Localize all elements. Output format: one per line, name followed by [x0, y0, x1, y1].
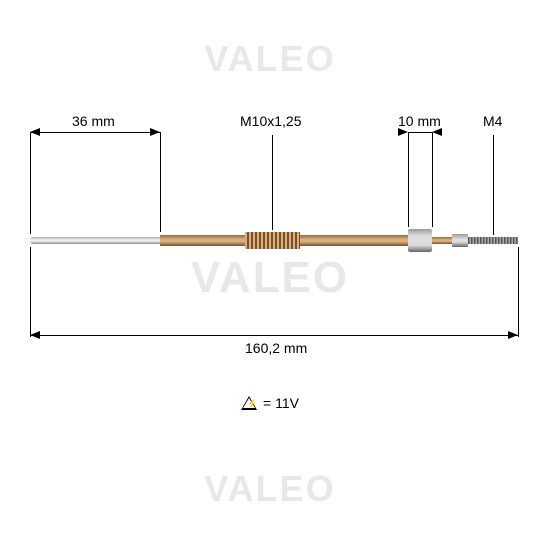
plug-hex [408, 229, 432, 252]
ext-line [30, 247, 31, 337]
plug-shaft-1 [160, 235, 245, 246]
dim-10mm-label: 10 mm [398, 113, 441, 129]
plug-thread-m10 [245, 232, 300, 249]
plug-tail-thread [468, 237, 518, 244]
dim-m4-label: M4 [483, 113, 502, 129]
watermark-middle: VALEO [191, 253, 349, 303]
watermark-top: VALEO [204, 38, 335, 80]
ext-line [518, 247, 519, 337]
watermark-bottom: VALEO [204, 468, 335, 510]
callout-m10-line [272, 135, 273, 230]
arrow [30, 331, 40, 339]
ext-line [408, 132, 409, 227]
plug-small-nut [452, 234, 468, 247]
ext-line [432, 132, 433, 227]
arrow [30, 128, 40, 136]
warning-icon: ⚡ [241, 396, 257, 410]
callout-m4-line [493, 135, 494, 235]
plug-thin-shaft [432, 237, 452, 244]
dim-10mm-line [408, 132, 432, 133]
arrow [508, 331, 518, 339]
arrow [150, 128, 160, 136]
arrow [398, 128, 408, 136]
arrow [432, 128, 442, 136]
dim-overall-label: 160,2 mm [245, 340, 307, 356]
dim-overall-line [30, 335, 518, 336]
voltage-spec: ⚡ = 11V [241, 395, 299, 411]
ext-line [30, 132, 31, 234]
plug-shaft-2 [300, 235, 408, 246]
diagram-canvas: VALEO VALEO VALEO 36 mm M10x1,25 10 mm M… [0, 0, 540, 540]
plug-tip [30, 237, 160, 244]
ext-line [160, 132, 161, 232]
voltage-label: = 11V [263, 395, 299, 411]
dim-m10-label: M10x1,25 [240, 113, 301, 129]
dim-36mm-line [30, 132, 160, 133]
dim-36mm-label: 36 mm [72, 113, 115, 129]
